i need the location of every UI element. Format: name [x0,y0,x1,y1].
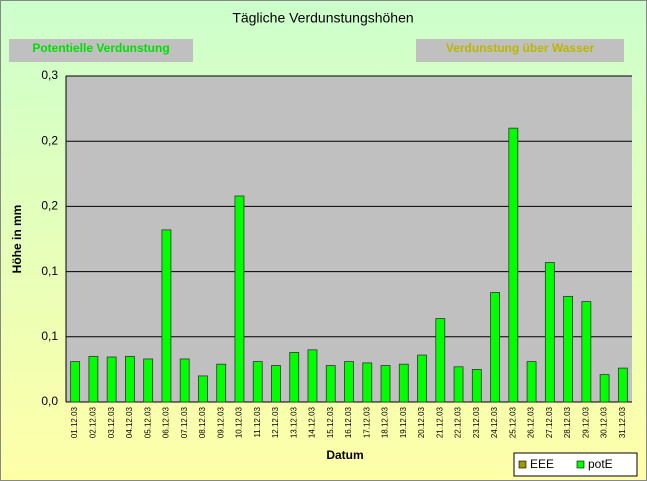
x-tick-label: 23.12.03 [472,406,481,438]
bar [453,366,464,403]
bar [544,262,555,403]
bar [70,361,81,403]
bar [599,374,610,403]
x-tick-label: 08.12.03 [198,406,207,438]
x-tick-label: 28.12.03 [563,406,572,438]
x-tick-label: 04.12.03 [125,406,134,438]
bar [179,358,190,403]
bar [325,365,336,403]
x-tick-label: 27.12.03 [545,406,554,438]
bar [125,355,135,403]
bar [234,195,245,403]
x-tick-label: 14.12.03 [308,406,317,438]
x-tick-label: 02.12.03 [88,406,97,438]
bar [526,361,537,403]
bar [435,318,446,403]
bar [398,363,409,403]
bar [471,368,482,403]
y-tick-label: 0,3 [41,68,58,82]
header-box [9,39,193,62]
x-tick-label: 31.12.03 [618,406,627,438]
y-tick-label: 0,2 [41,199,58,213]
x-tick-label: 30.12.03 [600,406,609,438]
legend-swatch [518,460,527,469]
bar [508,127,519,403]
x-tick-label: 09.12.03 [216,406,225,438]
x-tick-label: 24.12.03 [490,406,499,438]
x-tick-label: 21.12.03 [435,406,444,438]
bar [143,358,154,403]
bar [417,354,427,403]
x-tick-label: 29.12.03 [581,406,590,438]
bar [198,375,208,403]
bar [88,355,99,403]
header-box [416,39,624,62]
x-axis-label: Datum [326,448,363,462]
x-tick-label: 15.12.03 [326,406,335,438]
chart-title: Tägliche Verdunstungshöhen [232,10,413,26]
x-tick-label: 16.12.03 [344,406,353,438]
x-tick-label: 19.12.03 [399,406,408,438]
x-tick-label: 13.12.03 [289,406,298,438]
legend-box [513,452,638,477]
bar [344,361,354,403]
x-tick-label: 10.12.03 [235,406,244,438]
bar [362,362,373,403]
bar [252,361,263,403]
plot-area [66,76,632,402]
bar [161,229,172,403]
bar [617,367,628,403]
header-label: Potentielle Verdunstung [32,41,169,55]
x-tick-label: 06.12.03 [162,406,171,438]
x-tick-label: 17.12.03 [362,406,371,438]
bar [289,352,300,403]
y-tick-label: 0,2 [41,133,58,147]
bar [581,301,592,403]
legend-swatch [576,460,585,469]
x-tick-label: 12.12.03 [271,406,280,438]
legend-label: potE [588,457,613,471]
x-tick-label: 22.12.03 [454,406,463,438]
x-tick-label: 11.12.03 [253,406,262,437]
y-axis-label: Höhe in mm [10,205,24,274]
x-tick-label: 18.12.03 [381,406,390,438]
x-tick-label: 03.12.03 [107,406,116,438]
legend-label: EEE [530,457,554,471]
y-tick-label: 0,1 [41,329,58,343]
x-tick-label: 01.12.03 [70,406,79,438]
bar [380,365,391,403]
y-tick-label: 0,0 [41,394,58,408]
x-tick-label: 05.12.03 [143,406,152,438]
bar [307,349,318,403]
bar [216,363,227,403]
y-tick-label: 0,1 [41,264,58,278]
bar [106,356,117,403]
x-tick-label: 26.12.03 [527,406,536,438]
header-label: Verdunstung über Wasser [446,41,595,55]
bar [563,295,573,403]
bar [271,365,281,403]
x-tick-label: 07.12.03 [180,406,189,438]
bar [490,292,500,403]
x-tick-label: 20.12.03 [417,406,426,438]
x-tick-label: 25.12.03 [508,406,517,438]
